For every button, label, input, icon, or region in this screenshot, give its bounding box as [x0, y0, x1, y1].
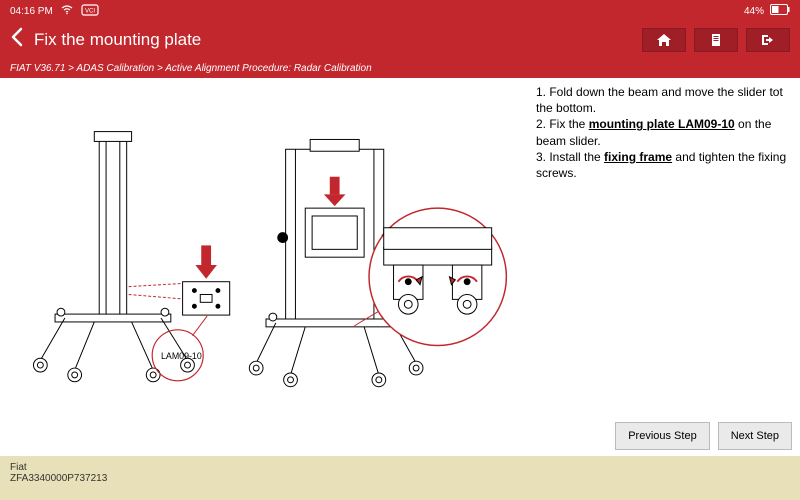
status-bar: 04:16 PM VCI 44%: [0, 0, 800, 22]
instruction-step-3: 3. Install the fixing frame and tighten …: [536, 149, 792, 181]
wifi-icon: [61, 5, 73, 18]
instruction-step-1: 1. Fold down the beam and move the slide…: [536, 84, 792, 116]
next-step-button[interactable]: Next Step: [718, 422, 792, 450]
status-time: 04:16 PM: [10, 6, 53, 17]
footer-bar: Fiat ZFA3340000P737213: [0, 456, 800, 500]
battery-icon: [770, 4, 790, 18]
exit-button[interactable]: [746, 28, 790, 52]
part-label: fixing frame: [604, 150, 672, 164]
previous-step-button[interactable]: Previous Step: [615, 422, 709, 450]
instructions-pane: 1. Fold down the beam and move the slide…: [532, 78, 800, 456]
back-icon[interactable]: [10, 27, 24, 53]
footer-vin: ZFA3340000P737213: [10, 473, 790, 484]
diagram-image: LAM09-10: [6, 84, 526, 450]
diagram-pane: LAM09-10: [0, 78, 532, 456]
diagram-label: LAM09-10: [161, 351, 202, 361]
footer-brand: Fiat: [10, 462, 790, 473]
content-area: LAM09-10: [0, 78, 800, 456]
battery-pct: 44%: [744, 6, 764, 17]
device-icon: VCI: [81, 4, 99, 19]
breadcrumb: FIAT V36.71 > ADAS Calibration > Active …: [0, 58, 800, 78]
instruction-step-2: 2. Fix the mounting plate LAM09-10 on th…: [536, 116, 792, 148]
document-button[interactable]: [694, 28, 738, 52]
home-button[interactable]: [642, 28, 686, 52]
part-label: mounting plate LAM09-10: [589, 117, 735, 131]
title-bar: Fix the mounting plate: [0, 22, 800, 58]
page-title: Fix the mounting plate: [34, 30, 201, 50]
svg-text:VCI: VCI: [85, 8, 95, 14]
